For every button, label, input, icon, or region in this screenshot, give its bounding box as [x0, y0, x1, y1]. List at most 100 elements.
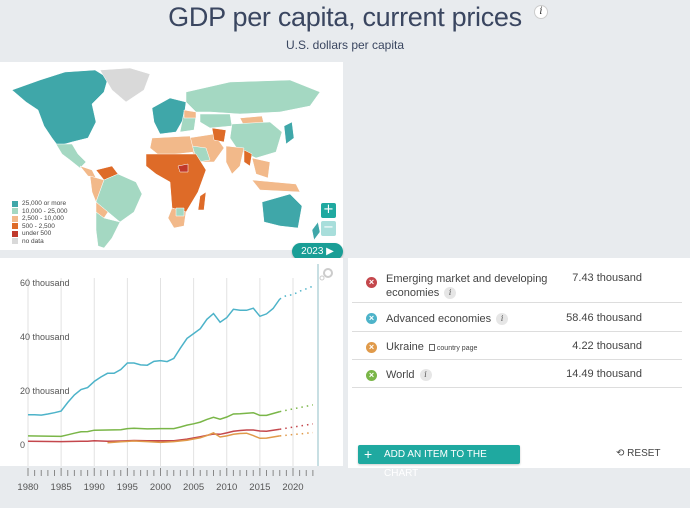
map-region-mexico [55, 143, 87, 169]
map-region-south-sudan [177, 163, 189, 173]
map-region-sub-saharan-africa [145, 153, 207, 213]
map-region-myanmar [243, 149, 253, 167]
series-projection-1 [279, 404, 314, 413]
info-icon[interactable]: i [496, 313, 509, 326]
legend-label: no data [22, 237, 44, 245]
chart-panel: 0 20 thousand 40 thousand 60 thousand [0, 258, 343, 466]
y-tick-label: 60 thousand [20, 278, 70, 288]
header: GDP per capita, current prices i U.S. do… [0, 0, 690, 60]
series-name-text: Ukraine [386, 341, 424, 353]
map-region-japan-korea [283, 121, 295, 145]
series-row-advanced: × Advanced economies i 58.46 thousand [352, 304, 682, 332]
remove-series-icon[interactable]: × [366, 277, 377, 288]
page-title: GDP per capita, current prices [168, 2, 522, 32]
series-line-1 [27, 410, 281, 438]
add-item-label: ADD AN ITEM TO THE CHART [384, 449, 487, 479]
series-name-text: Advanced economies [386, 313, 492, 325]
series-name: Advanced economies i [386, 312, 556, 326]
series-name: Ukraine country page [386, 340, 586, 356]
series-line-3 [107, 432, 280, 444]
add-item-button[interactable]: + ADD AN ITEM TO THE CHART [358, 445, 520, 479]
map-region-central-america [79, 165, 97, 179]
map-region-europe-west [151, 97, 187, 135]
series-value: 7.43 thousand [572, 272, 642, 284]
remove-series-icon[interactable]: × [366, 313, 377, 324]
map-region-southeast-asia [251, 157, 271, 179]
year-play-button[interactable]: 2023 ▶ [292, 243, 343, 260]
legend-swatch [12, 215, 18, 222]
remove-series-icon[interactable]: × [366, 342, 377, 353]
map-region-ukraine [183, 109, 197, 119]
series-value: 4.22 thousand [572, 340, 642, 352]
remove-series-icon[interactable]: × [366, 370, 377, 381]
map-region-australia [261, 193, 303, 229]
info-icon[interactable]: i [534, 5, 548, 19]
country-page-link[interactable]: country page [428, 344, 478, 352]
series-panel: × Emerging market and developing economi… [348, 258, 690, 479]
legend-label: under 500 [22, 230, 52, 238]
legend-item: 10,000 - 25,000 [12, 208, 68, 216]
marker-handle-small [319, 275, 325, 281]
legend-swatch [12, 223, 18, 230]
x-tick-label: 1995 [117, 482, 138, 493]
page-subtitle: U.S. dollars per capita [285, 38, 405, 52]
legend-swatch [12, 200, 18, 207]
series-line-2 [27, 428, 280, 443]
x-tick-label: 1980 [17, 482, 38, 493]
series-name: Emerging market and developing economies… [386, 272, 556, 300]
series-row-ukraine: × Ukraine country page 4.22 thousand [352, 333, 682, 360]
legend-swatch [12, 230, 18, 237]
map-region-botswana [175, 207, 185, 217]
map-region-madagascar [197, 191, 207, 211]
map-region-india [225, 145, 245, 175]
legend-label: 25,000 or more [22, 200, 67, 208]
series-projection-3 [279, 431, 313, 437]
world-map-panel[interactable]: 25,000 or more 10,000 - 25,000 2,500 - 10,… [0, 62, 343, 250]
map-region-south-america-south [95, 211, 121, 249]
series-name: World i [386, 368, 556, 382]
y-tick-label: 40 thousand [20, 332, 70, 342]
series-name-line2: economies [386, 287, 440, 299]
series-projection-0 [279, 285, 314, 300]
info-icon[interactable]: i [444, 287, 457, 300]
legend-label: 2,500 - 10,000 [22, 215, 64, 223]
x-tick-label: 2020 [282, 482, 303, 493]
info-icon[interactable]: i [419, 369, 432, 382]
map-region-north-america [11, 69, 109, 147]
reset-label: RESET [627, 448, 661, 459]
map-region-kazakhstan [199, 113, 233, 129]
x-tick-label: 2000 [150, 482, 171, 493]
map-region-greenland [99, 67, 151, 103]
legend-item: 2,500 - 10,000 [12, 215, 68, 223]
series-value: 14.49 thousand [566, 368, 642, 380]
marker-handle[interactable] [323, 268, 333, 278]
zoom-in-button[interactable]: + [321, 203, 336, 218]
legend-item: no data [12, 238, 68, 246]
map-region-afghanistan [211, 127, 227, 143]
legend-label: 500 - 2,500 [22, 222, 55, 230]
zoom-out-button[interactable]: − [321, 221, 336, 236]
world-map[interactable] [0, 62, 343, 250]
series-row-world: × World i 14.49 thousand [352, 361, 682, 388]
map-region-new-zealand [311, 221, 321, 241]
x-tick-label: 1990 [84, 482, 105, 493]
plus-icon: + [364, 446, 373, 462]
legend-item: 500 - 2,500 [12, 223, 68, 231]
country-page-label: country page [436, 345, 478, 352]
x-axis[interactable]: 1980 1985 1990 1995 2000 2005 2010 2015 2020 [0, 466, 343, 504]
x-tick-label: 2010 [216, 482, 237, 493]
y-tick-label: 0 [20, 440, 25, 450]
document-icon [428, 344, 435, 351]
x-tick-label: 1985 [51, 482, 72, 493]
legend-label: 10,000 - 25,000 [22, 207, 68, 215]
year-slider-track[interactable] [0, 250, 343, 254]
series-projection-2 [279, 423, 314, 430]
map-region-north-africa [149, 135, 195, 157]
series-row-emerging: × Emerging market and developing economi… [352, 268, 682, 303]
reset-button[interactable]: ⟲ RESET [616, 448, 661, 459]
x-axis-area[interactable]: 1980 1985 1990 1995 2000 2005 2010 2015 2020 [0, 466, 343, 504]
series-name-text: World [386, 369, 415, 381]
y-tick-label: 20 thousand [20, 386, 70, 396]
line-chart: 0 20 thousand 40 thousand 60 thousand [20, 264, 333, 466]
legend-swatch [12, 208, 18, 215]
